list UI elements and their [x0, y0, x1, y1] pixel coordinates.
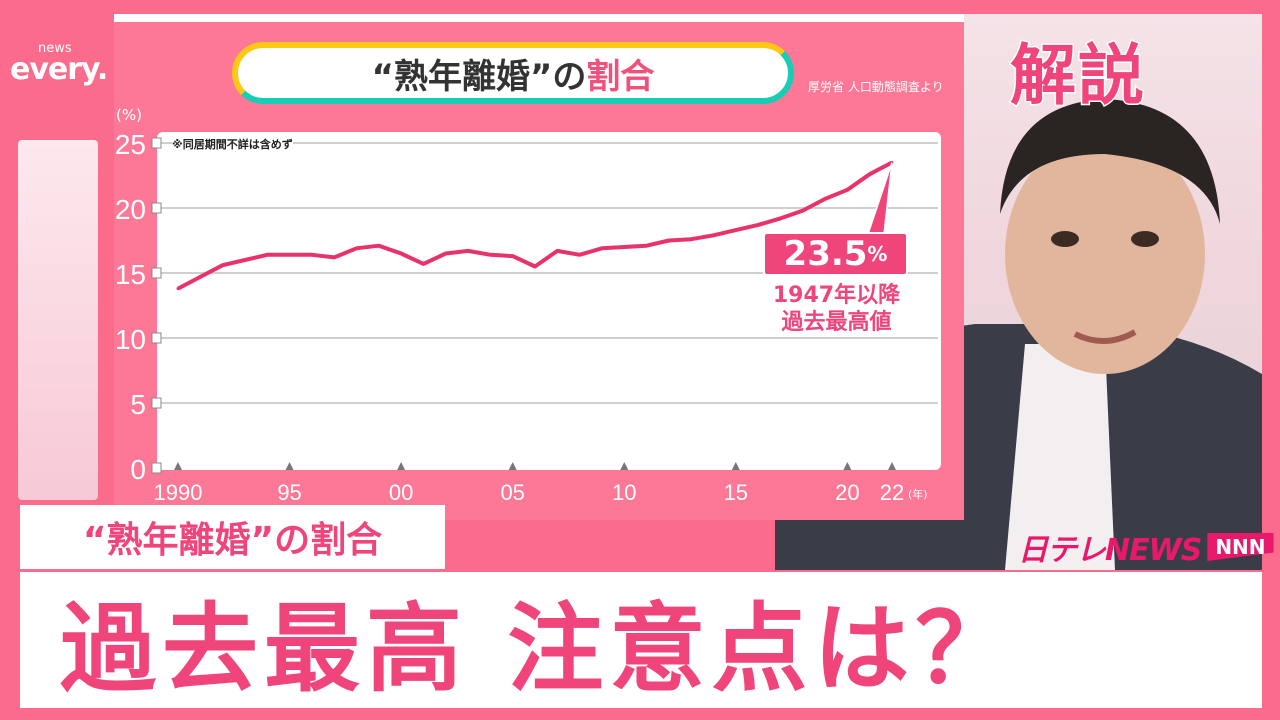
data-point: [399, 252, 403, 255]
data-point: [845, 188, 849, 192]
y-tick-label: 25: [115, 129, 146, 160]
data-point: [466, 249, 470, 253]
x-tick-label: 10: [612, 480, 636, 505]
data-point: [310, 253, 314, 257]
y-tick-mark: [151, 267, 162, 279]
data-point: [221, 263, 225, 267]
callout-unit: %: [867, 242, 888, 266]
y-tick-label: 0: [130, 454, 146, 485]
subtitle-caption: “熟年離婚”の割合: [20, 505, 445, 569]
chart-title-prefix: “熟年離婚”の: [371, 56, 587, 97]
y-tick-label: 5: [130, 389, 146, 420]
data-point: [734, 228, 738, 232]
data-point: [355, 246, 358, 250]
y-tick-mark: [151, 462, 162, 474]
ntv-news-logo: 日テレNEWS NNN: [1018, 525, 1274, 569]
x-tick-mark: [843, 462, 852, 470]
data-point: [288, 253, 292, 257]
callout-line2: 過去最高値: [781, 310, 892, 335]
y-tick-mark: [151, 202, 162, 214]
callout-note: 1947年以降 過去最高値: [764, 282, 909, 336]
x-tick-label: 22: [880, 480, 904, 505]
commentary-badge: 解説: [1009, 36, 1146, 116]
nnn-badge: NNN: [1207, 533, 1274, 561]
data-point: [689, 237, 693, 241]
ntv-news-text: 日テレNEWS: [1018, 533, 1202, 568]
data-point: [488, 253, 492, 257]
x-axis-unit: (年): [908, 487, 928, 501]
callout-value-box: 23.5%: [763, 232, 908, 276]
data-point: [645, 244, 649, 248]
chart-note: ※同居期間不詳は含めず: [172, 136, 293, 152]
y-axis-unit: (%): [116, 106, 142, 124]
data-point: [667, 239, 671, 242]
chart-source: 厚労省 人口動態調査より: [808, 80, 944, 94]
studio-backdrop: [18, 140, 98, 500]
data-point: [778, 216, 782, 220]
data-point: [868, 172, 872, 176]
data-point: [198, 275, 202, 279]
y-tick-mark: [151, 397, 162, 409]
data-point: [533, 265, 537, 268]
x-tick-label: 1990: [154, 480, 203, 505]
chart-title: “熟年離婚”の 割合: [232, 42, 794, 104]
x-tick-label: 20: [835, 480, 859, 505]
data-point: [265, 253, 269, 257]
data-point: [176, 287, 180, 291]
data-point: [756, 223, 760, 227]
logo-main: every.: [10, 52, 108, 87]
x-tick-mark: [508, 462, 517, 470]
data-point: [377, 244, 381, 248]
x-tick-mark: [174, 462, 182, 470]
x-tick-mark: [397, 462, 406, 470]
data-point: [622, 245, 626, 249]
x-tick-label: 15: [724, 480, 748, 505]
data-point: [823, 197, 827, 201]
callout-value: 23.5: [783, 234, 868, 274]
data-point: [600, 246, 604, 250]
y-tick-label: 20: [115, 194, 146, 225]
y-tick-label: 15: [115, 259, 146, 290]
data-point: [511, 254, 515, 258]
y-tick-mark: [151, 332, 162, 344]
plot-area: [157, 132, 941, 470]
data-point: [421, 262, 425, 266]
callout-line1: 1947年以降: [772, 283, 901, 308]
x-tick-label: 95: [277, 480, 301, 505]
news-every-logo: news every.: [10, 41, 108, 87]
logo-top: news: [38, 41, 72, 56]
data-point: [243, 258, 247, 262]
data-point: [712, 233, 715, 237]
data-point: [578, 253, 582, 257]
y-tick-mark: [151, 137, 162, 149]
x-tick-mark: [285, 462, 294, 470]
y-tick-label: 10: [115, 324, 146, 355]
x-tick-mark: [620, 462, 629, 470]
x-tick-label: 00: [389, 480, 413, 505]
chart-title-highlight: 割合: [586, 56, 655, 97]
x-tick-mark: [888, 462, 896, 470]
headline-caption: 過去最高 注意点は？: [20, 572, 1262, 708]
x-tick-mark: [731, 462, 740, 470]
data-point: [555, 249, 559, 253]
data-point: [444, 252, 448, 255]
data-point: [332, 255, 336, 259]
x-tick-label: 05: [500, 480, 524, 505]
data-point: [801, 209, 805, 213]
